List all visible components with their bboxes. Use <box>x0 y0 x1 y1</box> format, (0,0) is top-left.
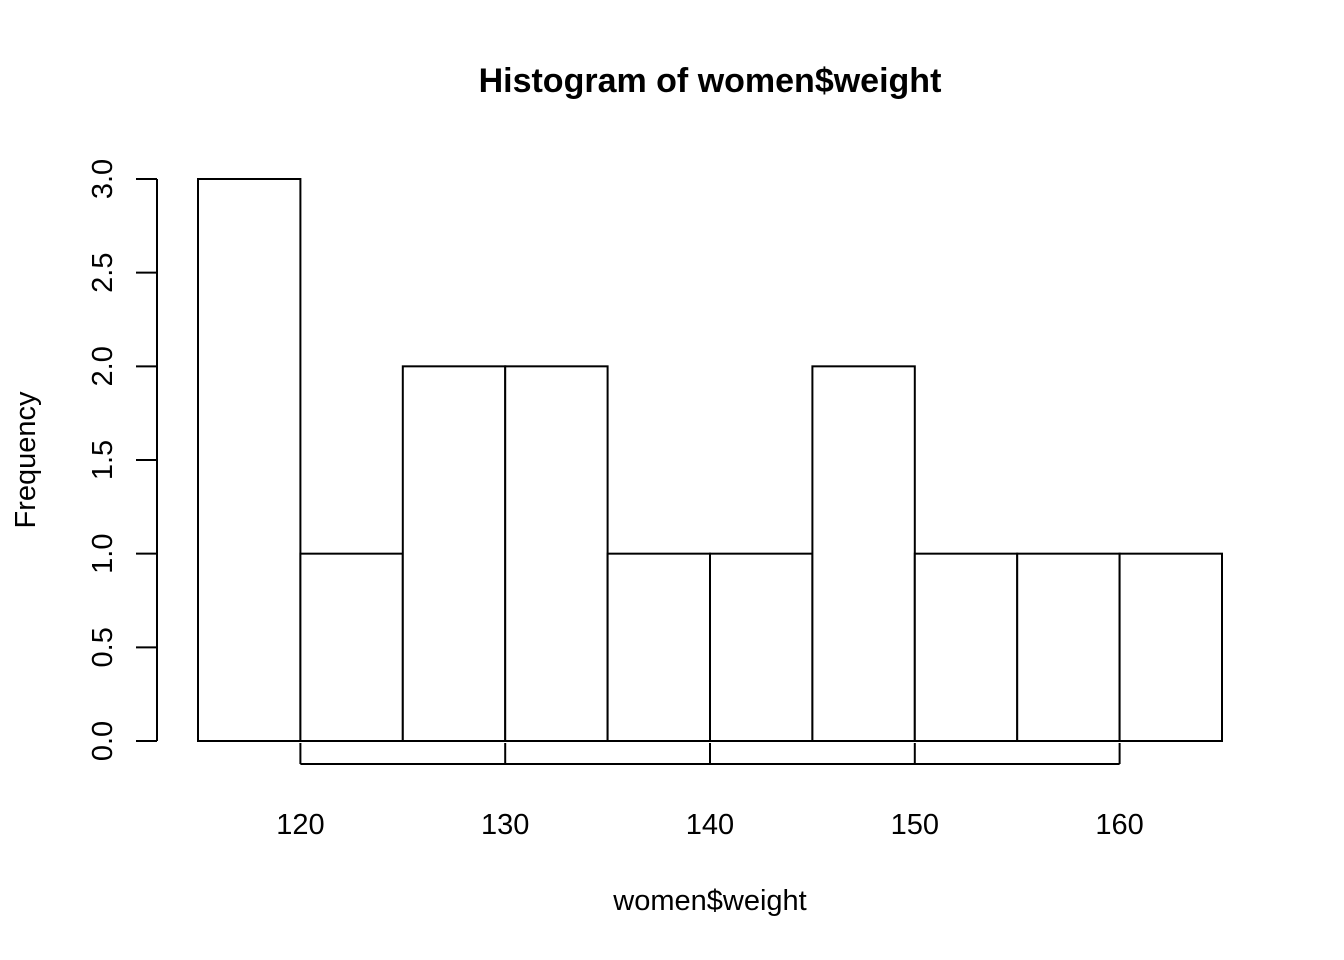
x-axis: 120 130 140 150 160 <box>276 743 1144 841</box>
y-tick-label-6: 3.0 <box>87 159 119 199</box>
histogram-bar-0 <box>197 178 302 742</box>
x-tick-label-2: 140 <box>686 809 734 841</box>
y-tick-label-2: 1.0 <box>87 534 119 574</box>
histogram-bar-8 <box>1016 552 1121 743</box>
histogram-bar-9 <box>1118 552 1223 743</box>
histogram-bar-4 <box>606 552 711 743</box>
y-tick-label-5: 2.5 <box>87 253 119 293</box>
histogram-bar-5 <box>709 552 814 743</box>
histogram-bar-6 <box>811 365 916 742</box>
x-tick-label-1: 130 <box>481 809 529 841</box>
y-tick-label-4: 2.0 <box>87 346 119 386</box>
x-tick-label-0: 120 <box>276 809 324 841</box>
histogram-bar-2 <box>401 365 507 742</box>
y-axis-label: Frequency <box>10 391 42 529</box>
y-tick-label-3: 1.5 <box>87 440 119 480</box>
histogram-bars <box>197 178 1223 743</box>
chart-title: Histogram of women$weight <box>479 62 942 100</box>
y-tick-label-0: 0.0 <box>87 721 119 761</box>
x-tick-label-4: 160 <box>1095 809 1143 841</box>
histogram-bar-7 <box>913 552 1019 743</box>
x-axis-label: women$weight <box>612 885 806 917</box>
histogram-bar-1 <box>299 552 404 743</box>
y-axis: 0.0 0.5 1.0 1.5 2.0 2.5 3.0 <box>87 159 158 761</box>
y-tick-label-1: 0.5 <box>87 627 119 667</box>
histogram-bar-3 <box>504 365 609 742</box>
x-tick-label-3: 150 <box>891 809 939 841</box>
